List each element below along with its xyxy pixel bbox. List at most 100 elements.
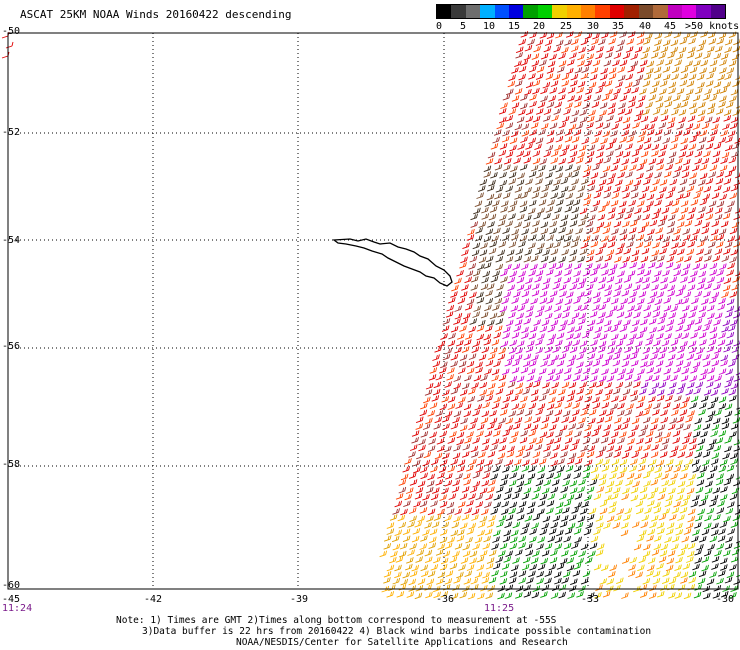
wind-barb-icon: [688, 73, 697, 81]
wind-barb-icon: [543, 108, 552, 115]
wind-barb-icon: [509, 437, 517, 444]
wind-barb-icon: [502, 466, 510, 473]
wind-barb-icon: [528, 332, 537, 340]
wind-barb-icon: [680, 500, 689, 507]
wind-barb-icon: [532, 550, 540, 557]
wind-barb-icon: [641, 123, 649, 131]
wind-barb-icon: [482, 401, 490, 409]
wind-barb-icon: [490, 444, 498, 451]
wind-barb-icon: [437, 340, 446, 348]
wind-barb-icon: [668, 151, 677, 159]
wind-barb-icon: [531, 53, 540, 60]
wind-barb-icon: [678, 46, 687, 54]
wind-barb-icon: [434, 346, 442, 353]
note-line-1: Note: 1) Times are GMT 2)Times along bot…: [116, 615, 557, 626]
wind-barb-icon: [608, 570, 616, 578]
wind-barb-icon: [587, 185, 596, 192]
wind-barb-icon: [602, 130, 611, 138]
wind-barb-icon: [601, 359, 610, 367]
wind-barb-icon: [452, 416, 460, 424]
wind-barb-icon: [505, 584, 514, 592]
wind-barb-icon: [555, 339, 563, 347]
wind-barb-icon: [444, 479, 453, 487]
wind-barb-icon: [692, 361, 701, 369]
wind-barb-icon: [610, 367, 619, 375]
wind-barb-icon: [642, 577, 651, 585]
wind-barb-icon: [536, 543, 544, 550]
wind-barb-icon: [669, 382, 677, 389]
wind-barb-icon: [640, 424, 649, 432]
wind-barb-icon: [487, 221, 495, 228]
wind-barb-icon: [667, 290, 676, 297]
wind-barb-icon: [694, 318, 703, 325]
wind-barb-icon: [497, 585, 506, 592]
wind-barb-icon: [590, 339, 598, 347]
wind-barb-icon: [521, 263, 529, 270]
wind-barb-icon: [613, 52, 622, 59]
wind-barb-icon: [615, 381, 624, 389]
wind-barb-icon: [454, 312, 463, 320]
wind-barb-icon: [499, 437, 507, 444]
wind-barb-icon: [724, 410, 733, 418]
wind-barb-icon: [726, 305, 735, 313]
legend-tick-30: 30: [587, 21, 600, 32]
wind-barb-icon: [564, 340, 573, 348]
wind-barb-icon: [558, 388, 566, 396]
wind-barb-icon: [547, 60, 556, 68]
wind-barb-icon: [638, 291, 647, 298]
wind-barb-icon: [417, 515, 426, 523]
wind-barb-icon: [444, 381, 452, 388]
wind-barb-icon: [660, 108, 669, 116]
wind-barb-icon: [661, 479, 669, 487]
wind-barb-icon: [499, 570, 508, 578]
wind-barb-icon: [673, 228, 681, 235]
wind-barb-icon: [722, 186, 731, 193]
wind-barb-icon: [613, 186, 621, 193]
wind-barb-icon: [683, 324, 692, 332]
wind-barb-icon: [574, 262, 582, 270]
wind-barb-icon: [433, 381, 442, 389]
map-frame: [7, 32, 739, 590]
wind-barb-icon: [408, 451, 416, 458]
wind-barb-icon: [579, 381, 587, 389]
wind-barb-icon: [712, 592, 721, 599]
wind-barb-icon: [459, 325, 467, 332]
wind-barb-icon: [696, 144, 705, 151]
wind-barb-icon: [646, 570, 654, 577]
wind-barb-icon: [469, 557, 477, 565]
wind-barb-icon: [496, 284, 504, 291]
wind-barb-icon: [680, 543, 689, 551]
wind-barb-icon: [726, 331, 735, 339]
wind-barb-icon: [578, 585, 586, 592]
wind-barb-icon: [561, 416, 569, 424]
wind-barb-icon: [696, 213, 705, 220]
wind-barb-icon: [612, 158, 621, 165]
wind-barb-icon: [700, 235, 709, 243]
wind-barb-icon: [654, 535, 662, 542]
wind-barb-icon: [481, 577, 490, 584]
wind-barb-icon: [553, 472, 562, 480]
wind-barb-icon: [558, 353, 567, 360]
wind-barb-icon: [541, 283, 550, 291]
wind-barb-icon: [452, 550, 460, 558]
wind-barb-icon: [547, 199, 555, 207]
wind-barb-icon: [730, 452, 738, 460]
wind-barb-icon: [669, 417, 678, 425]
wind-barb-icon: [484, 304, 492, 312]
wind-barb-icon: [469, 550, 478, 558]
wind-barb-icon: [437, 445, 445, 453]
wind-barb-icon: [568, 123, 577, 131]
wind-barb-icon: [650, 353, 658, 361]
wind-barb-icon: [584, 157, 593, 164]
wind-barb-icon: [627, 234, 636, 241]
wind-barb-icon: [520, 94, 528, 101]
wind-barb-icon: [716, 543, 725, 550]
wind-barb-icon: [559, 493, 567, 500]
wind-barb-icon: [697, 577, 706, 585]
wind-barb-icon: [670, 339, 679, 346]
wind-barb-icon: [597, 144, 605, 152]
wind-barb-icon: [566, 395, 575, 402]
wind-barb-icon: [555, 172, 563, 180]
wind-barb-icon: [514, 319, 523, 326]
wind-barb-icon: [694, 52, 703, 60]
